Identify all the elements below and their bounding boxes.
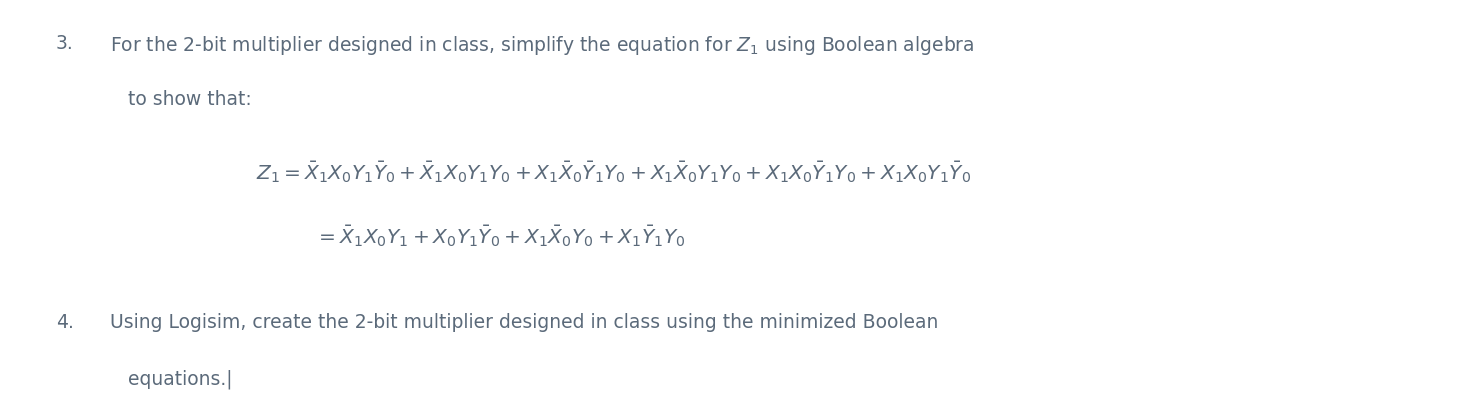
Text: 4.: 4. — [56, 313, 73, 332]
Text: $\quad\quad\quad = \bar{X}_1X_0Y_1 + X_0Y_1\bar{Y}_0 + X_1\bar{X}_0Y_0 + X_1\bar: $\quad\quad\quad = \bar{X}_1X_0Y_1 + X_0… — [256, 223, 686, 249]
Text: to show that:: to show that: — [110, 90, 252, 109]
Text: 3.: 3. — [56, 34, 73, 53]
Text: Using Logisim, create the 2-bit multiplier designed in class using the minimized: Using Logisim, create the 2-bit multipli… — [110, 313, 938, 332]
Text: equations.|: equations.| — [110, 369, 233, 389]
Text: For the 2-bit multiplier designed in class, simplify the equation for $Z_1$ usin: For the 2-bit multiplier designed in cla… — [110, 34, 974, 57]
Text: $Z_1 = \bar{X}_1X_0Y_1\bar{Y}_0 + \bar{X}_1X_0Y_1Y_0 + X_1\bar{X}_0\bar{Y}_1Y_0 : $Z_1 = \bar{X}_1X_0Y_1\bar{Y}_0 + \bar{X… — [256, 160, 971, 185]
